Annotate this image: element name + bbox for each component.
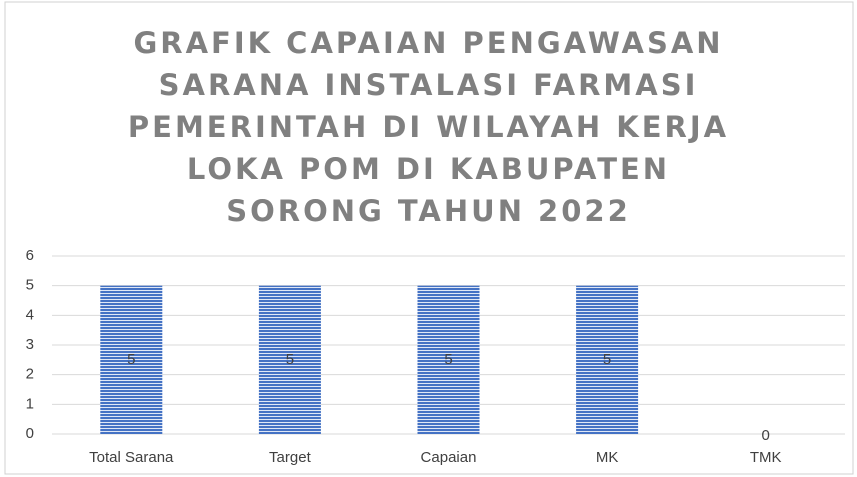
bar bbox=[258, 285, 321, 434]
bar bbox=[100, 285, 163, 434]
y-tick-label: 0 bbox=[26, 425, 34, 442]
x-tick-label: Target bbox=[269, 449, 312, 466]
bar bbox=[417, 285, 480, 434]
y-tick-label: 2 bbox=[26, 366, 34, 383]
data-label: 5 bbox=[603, 351, 611, 368]
y-tick-label: 4 bbox=[26, 306, 34, 323]
y-tick-label: 5 bbox=[26, 277, 34, 294]
data-label: 5 bbox=[444, 351, 452, 368]
x-tick-label: TMK bbox=[750, 449, 782, 466]
data-label: 5 bbox=[286, 351, 294, 368]
data-label: 5 bbox=[127, 351, 135, 368]
y-tick-label: 3 bbox=[26, 336, 34, 353]
border bbox=[4, 1, 854, 475]
x-tick-label: Capaian bbox=[421, 449, 477, 466]
chart-title: GRAFIK CAPAIAN PENGAWASAN SARANA INSTALA… bbox=[127, 26, 730, 228]
x-tick-label: MK bbox=[596, 449, 619, 466]
bar bbox=[576, 285, 639, 434]
y-tick-label: 1 bbox=[26, 395, 34, 412]
data-label: 0 bbox=[762, 427, 770, 444]
x-tick-label: Total Sarana bbox=[89, 449, 174, 466]
y-tick-label: 6 bbox=[26, 247, 34, 264]
